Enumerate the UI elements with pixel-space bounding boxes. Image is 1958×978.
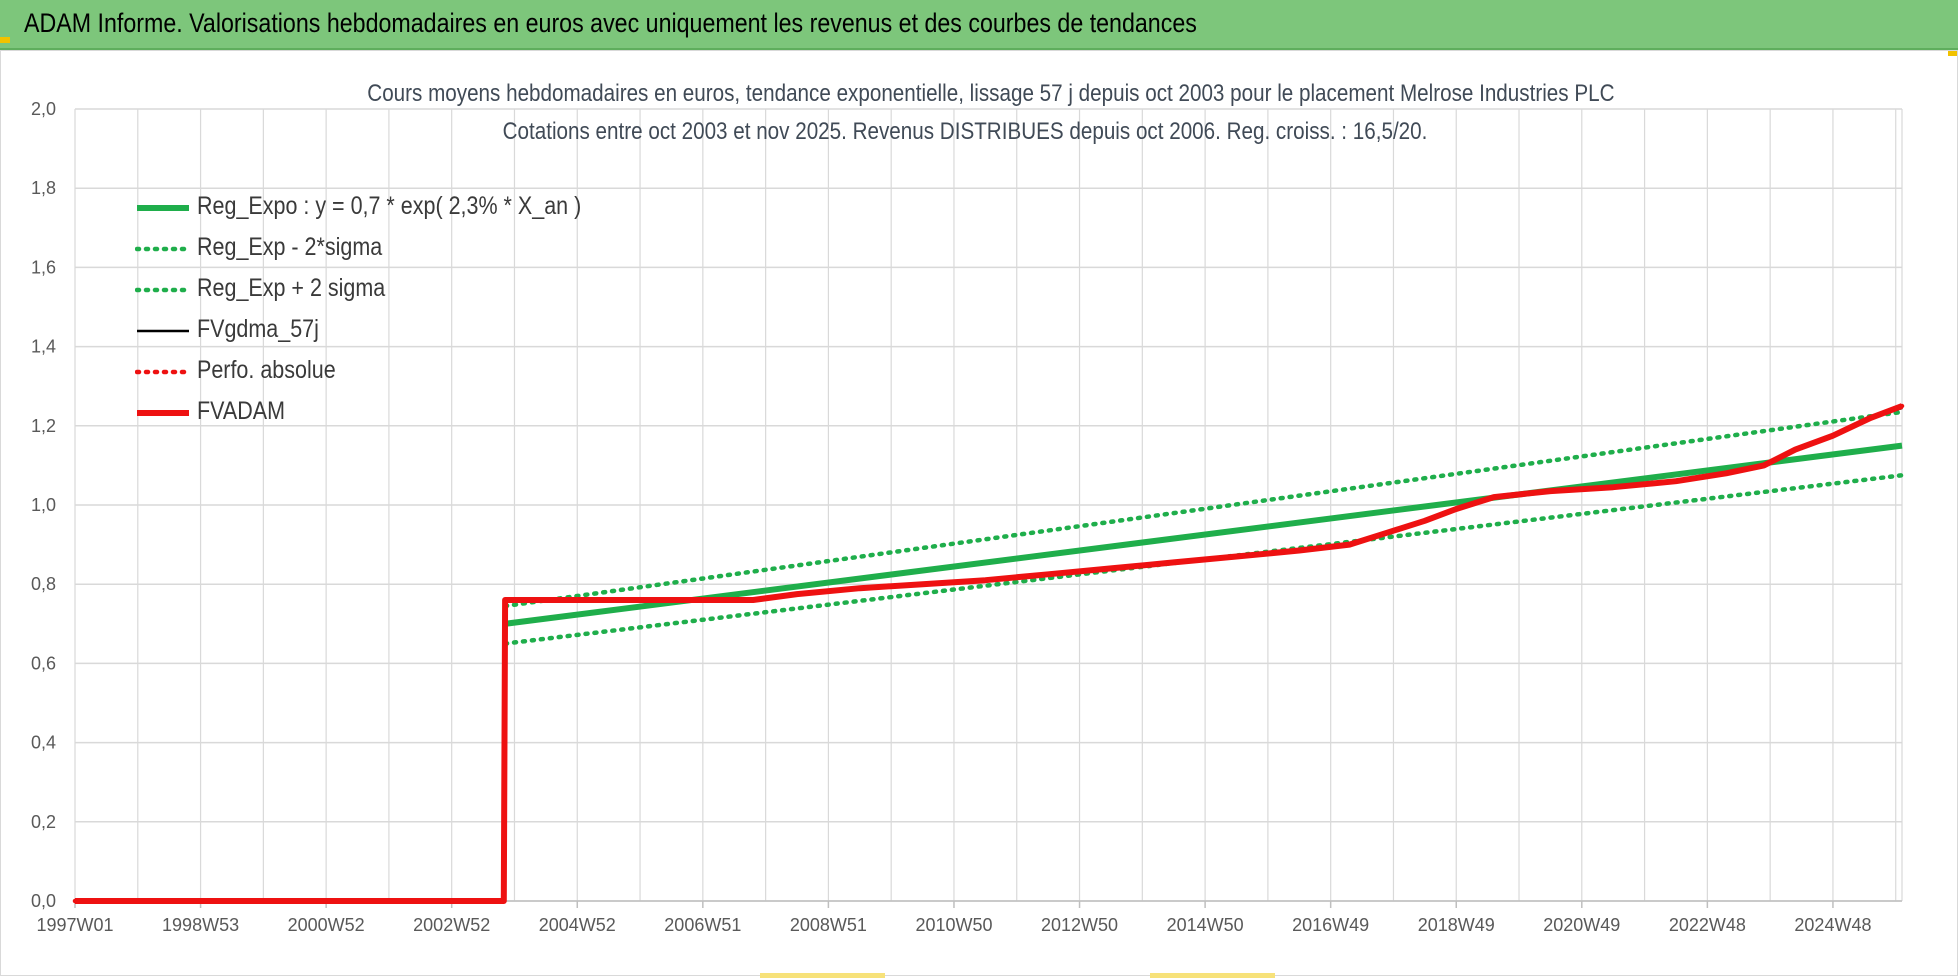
legend-item: Reg_Exp - 2*sigma [135, 229, 655, 270]
x-tick-label: 2002W52 [413, 915, 490, 935]
legend-swatch [137, 410, 189, 416]
legend-swatch [137, 329, 189, 333]
x-tick-label: 2022W48 [1669, 915, 1746, 935]
x-tick-label: 2014W50 [1167, 915, 1244, 935]
y-tick-label: 2,0 [31, 99, 56, 119]
legend-swatch [137, 205, 189, 211]
legend-label: Reg_Expo : y = 0,7 * exp( 2,3% * X_an ) [197, 192, 582, 220]
legend-item: Perfo. absolue [135, 352, 655, 393]
y-axis-ticks: 0,0 0,2 0,4 0,6 0,8 1,0 1,2 1,4 1,6 1,8 2,0 [31, 99, 56, 911]
y-tick-label: 0,6 [31, 653, 56, 673]
series-line-5 [75, 403, 1904, 904]
series-line-2 [502, 409, 1905, 609]
x-tick-label: 2010W50 [915, 915, 992, 935]
chart-title-line2: Cotations entre oct 2003 et nov 2025. Re… [502, 118, 1428, 145]
legend-swatch [135, 369, 191, 375]
y-tick-label: 1,0 [31, 495, 56, 515]
legend-label: FVADAM [197, 397, 286, 425]
x-tick-label: 2000W52 [288, 915, 365, 935]
legend-label: Reg_Exp - 2*sigma [197, 233, 383, 261]
app-header: ADAM Informe. Valorisations hebdomadaire… [0, 0, 1958, 50]
series-layer [72, 403, 1905, 904]
x-tick-label: 2024W48 [1794, 915, 1871, 935]
chart-title-line1: Cours moyens hebdomadaires en euros, ten… [367, 80, 1615, 107]
page-title: ADAM Informe. Valorisations hebdomadaire… [24, 8, 1197, 38]
y-tick-label: 1,4 [31, 337, 56, 357]
y-tick-label: 0,2 [31, 812, 56, 832]
x-tick-label: 2008W51 [790, 915, 867, 935]
x-tick-label: 2006W51 [664, 915, 741, 935]
bottom-marker-left [760, 973, 885, 978]
corner-marker-right [1948, 50, 1958, 56]
bottom-marker-right [1150, 973, 1275, 978]
y-tick-label: 0,4 [31, 733, 56, 753]
legend-swatch [135, 246, 191, 252]
x-tick-label: 2018W49 [1418, 915, 1495, 935]
chart-legend: Reg_Expo : y = 0,7 * exp( 2,3% * X_an ) R… [135, 188, 655, 434]
legend-item: Reg_Exp + 2 sigma [135, 270, 655, 311]
y-tick-label: 1,6 [31, 257, 56, 277]
x-tick-label: 2012W50 [1041, 915, 1118, 935]
y-tick-label: 1,8 [31, 178, 56, 198]
x-tick-label: 2004W52 [539, 915, 616, 935]
x-tick-label: 1997W01 [36, 915, 113, 935]
legend-item: FVADAM [135, 393, 655, 434]
x-axis-ticks: 1997W01 1998W53 2000W52 2002W52 2004W52 2006W… [36, 901, 1871, 935]
series-line-0 [504, 442, 1903, 627]
legend-item: FVgdma_57j [135, 311, 655, 352]
x-tick-label: 2016W49 [1292, 915, 1369, 935]
corner-marker-left [0, 37, 10, 43]
legend-swatch [135, 287, 191, 293]
legend-label: Reg_Exp + 2 sigma [197, 274, 386, 302]
x-tick-label: 1998W53 [162, 915, 239, 935]
y-tick-label: 0,0 [31, 891, 56, 911]
legend-label: Perfo. absolue [197, 356, 336, 384]
y-tick-label: 0,8 [31, 574, 56, 594]
legend-label: FVgdma_57j [197, 315, 319, 343]
y-tick-label: 1,2 [31, 416, 56, 436]
x-tick-label: 2020W49 [1543, 915, 1620, 935]
legend-item: Reg_Expo : y = 0,7 * exp( 2,3% * X_an ) [135, 188, 655, 229]
